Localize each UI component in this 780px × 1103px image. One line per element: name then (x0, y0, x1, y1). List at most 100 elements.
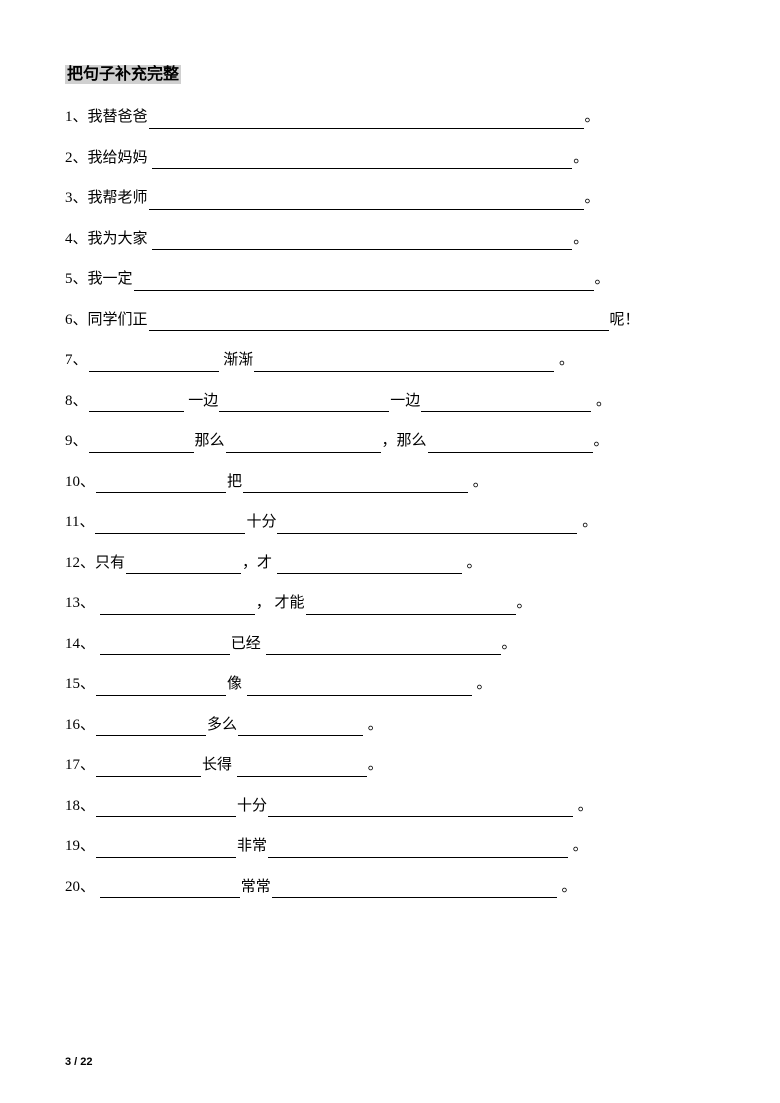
title-text: 把句子补充完整 (65, 65, 181, 84)
fill-blank[interactable] (277, 558, 462, 574)
question-line: 20、 常常 。 (65, 876, 715, 899)
fill-blank[interactable] (96, 680, 226, 696)
fill-blank[interactable] (421, 396, 591, 412)
fill-blank[interactable] (238, 720, 363, 736)
question-text: 。 (555, 352, 574, 368)
question-text: 、 (80, 474, 95, 490)
question-number: 19 (65, 838, 80, 854)
fill-blank[interactable] (306, 599, 516, 615)
question-number: 3 (65, 190, 73, 206)
question-text: 。 (573, 231, 588, 247)
question-text: 、 (79, 514, 94, 530)
fill-blank[interactable] (152, 234, 572, 250)
question-line: 3、我帮老师。 (65, 187, 715, 210)
fill-blank[interactable] (226, 437, 381, 453)
question-line: 5、我一定。 (65, 268, 715, 291)
fill-blank[interactable] (152, 153, 572, 169)
fill-blank[interactable] (96, 801, 236, 817)
fill-blank[interactable] (100, 882, 240, 898)
question-text: 。 (585, 109, 600, 125)
question-text: 。 (585, 190, 600, 206)
question-text: 、 (80, 798, 95, 814)
question-text: 、 (80, 838, 95, 854)
fill-blank[interactable] (277, 518, 577, 534)
fill-blank[interactable] (254, 356, 554, 372)
fill-blank[interactable] (266, 639, 501, 655)
fill-blank[interactable] (89, 437, 194, 453)
question-text: 、 (80, 595, 99, 611)
question-line: 10、把 。 (65, 471, 715, 494)
fill-blank[interactable] (219, 396, 389, 412)
fill-blank[interactable] (96, 720, 206, 736)
fill-blank[interactable] (134, 275, 594, 291)
fill-blank[interactable] (100, 599, 255, 615)
page-total: 22 (80, 1056, 92, 1068)
fill-blank[interactable] (96, 477, 226, 493)
fill-blank[interactable] (126, 558, 241, 574)
worksheet-content: 1、我替爸爸。2、我给妈妈 。3、我帮老师。4、我为大家 。5、我一定。6、同学… (65, 106, 715, 898)
question-text: 呢！ (610, 312, 640, 328)
question-text: 渐渐 (220, 352, 254, 368)
question-number: 17 (65, 757, 80, 773)
question-text: 。 (368, 757, 383, 773)
question-number: 16 (65, 717, 80, 733)
question-line: 6、同学们正呢！ (65, 309, 715, 332)
question-text: 多么 (207, 717, 237, 733)
question-text: 。 (578, 514, 597, 530)
question-number: 12 (65, 555, 80, 571)
fill-blank[interactable] (428, 437, 593, 453)
question-text: 。 (558, 879, 577, 895)
fill-blank[interactable] (89, 356, 219, 372)
page-footer: 3 / 22 (65, 1056, 93, 1068)
question-text: 像 (227, 676, 246, 692)
question-text: 、我一定 (73, 271, 133, 287)
fill-blank[interactable] (95, 518, 245, 534)
question-line: 18、十分 。 (65, 795, 715, 818)
question-text: 十分 (237, 798, 267, 814)
fill-blank[interactable] (268, 842, 568, 858)
question-line: 11、十分 。 (65, 511, 715, 534)
question-number: 6 (65, 312, 73, 328)
question-number: 5 (65, 271, 73, 287)
question-line: 16、多么 。 (65, 714, 715, 737)
fill-blank[interactable] (100, 639, 230, 655)
question-text: 已经 (231, 636, 265, 652)
question-text: 、 (80, 757, 95, 773)
fill-blank[interactable] (243, 477, 468, 493)
question-line: 17、长得 。 (65, 754, 715, 777)
fill-blank[interactable] (272, 882, 557, 898)
fill-blank[interactable] (149, 194, 584, 210)
question-text: ，那么 (382, 433, 427, 449)
question-text: 一边 (390, 393, 420, 409)
fill-blank[interactable] (96, 842, 236, 858)
page-separator: / (71, 1056, 80, 1068)
fill-blank[interactable] (247, 680, 472, 696)
question-text: 一边 (185, 393, 219, 409)
fill-blank[interactable] (149, 315, 609, 331)
question-line: 2、我给妈妈 。 (65, 147, 715, 170)
fill-blank[interactable] (89, 396, 184, 412)
question-line: 14、 已经 。 (65, 633, 715, 656)
question-text: 常常 (241, 879, 271, 895)
question-line: 9、那么，那么。 (65, 430, 715, 453)
question-text: 、 (80, 636, 99, 652)
question-number: 11 (65, 514, 79, 530)
question-text: 、 (73, 352, 88, 368)
fill-blank[interactable] (268, 801, 573, 817)
question-text: 、我替爸爸 (73, 109, 148, 125)
question-number: 14 (65, 636, 80, 652)
fill-blank[interactable] (237, 761, 367, 777)
question-number: 10 (65, 474, 80, 490)
question-text: 。 (594, 433, 609, 449)
question-number: 2 (65, 150, 73, 166)
question-line: 13、 ， 才能。 (65, 592, 715, 615)
question-text: 。 (364, 717, 383, 733)
question-text: 。 (469, 474, 488, 490)
question-text: 。 (517, 595, 532, 611)
question-number: 1 (65, 109, 73, 125)
question-text: 。 (463, 555, 482, 571)
fill-blank[interactable] (149, 113, 584, 129)
question-number: 7 (65, 352, 73, 368)
fill-blank[interactable] (96, 761, 201, 777)
question-text: 、 (73, 393, 88, 409)
